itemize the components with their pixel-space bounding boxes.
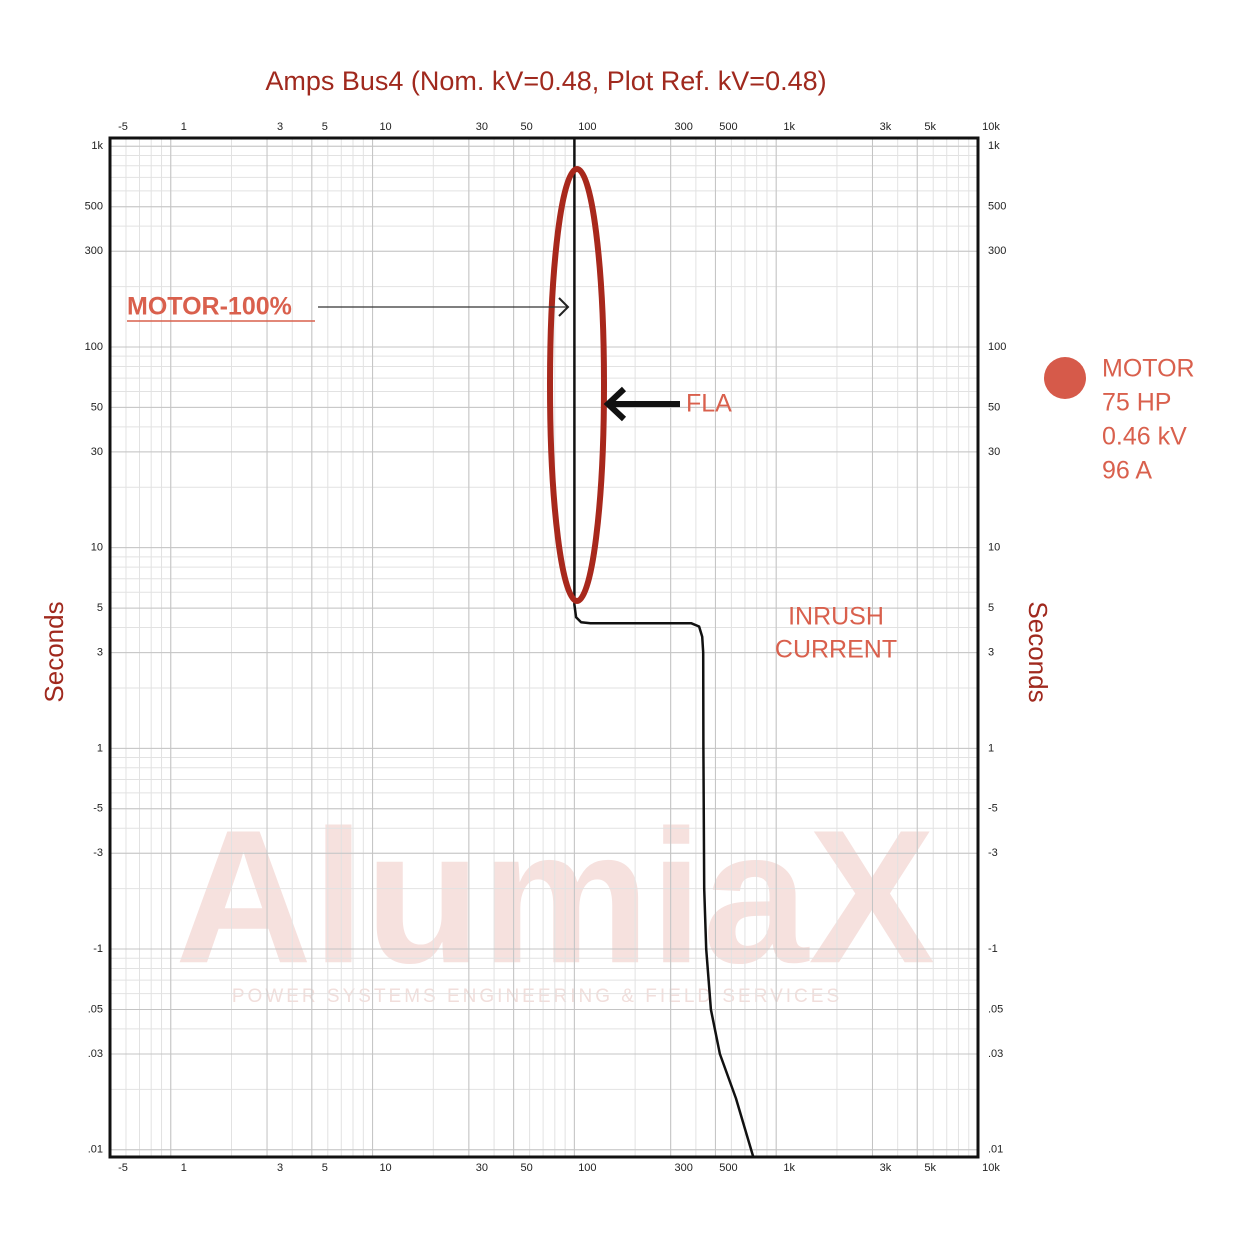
y2-tick-label: 10 xyxy=(988,542,1000,554)
highlight-ellipse xyxy=(547,166,607,604)
plot xyxy=(573,138,755,1158)
x-tick-label-bottom: 3k xyxy=(880,1162,892,1174)
y-tick-label: 5 xyxy=(97,602,103,614)
y2-tick-label: 5 xyxy=(988,602,994,614)
y-tick-label: -5 xyxy=(93,803,103,815)
legend-detail: 75 HP xyxy=(1102,389,1171,417)
annotation: FLA xyxy=(686,390,732,418)
y-tick-label: 100 xyxy=(85,341,103,353)
x-tick-label: 10k xyxy=(982,121,1000,133)
y2-tick-label: -1 xyxy=(988,943,998,955)
annotation: MOTOR-100% xyxy=(127,293,292,321)
x-tick-label: 3 xyxy=(277,121,283,133)
annotations: MOTOR-100% FLA INRUSH CURRENT xyxy=(127,293,897,664)
y2-tick-label: 1 xyxy=(988,742,994,754)
annotation: INRUSH xyxy=(788,603,884,631)
x-tick-label-bottom: 5k xyxy=(924,1162,936,1174)
y2-tick-label: 50 xyxy=(988,401,1000,413)
legend-label: MOTOR xyxy=(1102,355,1195,383)
x-tick-label-bottom: 500 xyxy=(719,1162,737,1174)
x-tick-label-bottom: 100 xyxy=(578,1162,596,1174)
y-tick-label: 500 xyxy=(85,201,103,213)
y-axis-label: Seconds xyxy=(39,601,69,702)
y-tick-label: 3 xyxy=(97,647,103,659)
y2-tick-label: 30 xyxy=(988,446,1000,458)
x-tick-label-bottom: 1 xyxy=(181,1162,187,1174)
y2-tick-label: .05 xyxy=(988,1003,1003,1015)
x-tick-label: 100 xyxy=(578,121,596,133)
x-tick-label-bottom: 3 xyxy=(277,1162,283,1174)
x-tick-label: 30 xyxy=(476,121,488,133)
x-tick-label: 1 xyxy=(181,121,187,133)
x-tick-label: 50 xyxy=(520,121,532,133)
x-tick-label: 10 xyxy=(379,121,391,133)
y2-axis-label: Seconds xyxy=(1023,601,1053,702)
annotation: CURRENT xyxy=(775,636,897,664)
x-tick-label-bottom: 300 xyxy=(674,1162,692,1174)
y2-tick-label: 1k xyxy=(988,140,1000,152)
x-tick-label: -5 xyxy=(118,121,128,133)
y-tick-label: 50 xyxy=(91,401,103,413)
x-tick-label-bottom: 5 xyxy=(322,1162,328,1174)
y2-tick-label: 500 xyxy=(988,201,1006,213)
legend-detail: 96 A xyxy=(1102,457,1152,485)
y-tick-label: 30 xyxy=(91,446,103,458)
y-tick-label: -3 xyxy=(93,847,103,859)
x-tick-label-bottom: -5 xyxy=(118,1162,128,1174)
x-tick-label: 300 xyxy=(674,121,692,133)
y-tick-label: .05 xyxy=(88,1003,103,1015)
y2-tick-label: 100 xyxy=(988,341,1006,353)
y-tick-label: .03 xyxy=(88,1048,103,1060)
legend-marker xyxy=(1044,357,1086,399)
chart-title: Amps Bus4 (Nom. kV=0.48, Plot Ref. kV=0.… xyxy=(265,66,826,96)
y2-tick-label: 300 xyxy=(988,245,1006,257)
y-tick-label: -1 xyxy=(93,943,103,955)
x-tick-label-bottom: 50 xyxy=(520,1162,532,1174)
x-tick-label: 1k xyxy=(783,121,795,133)
fla-arrow-head xyxy=(603,386,627,422)
legend-detail: 0.46 kV xyxy=(1102,423,1187,451)
x-tick-label-bottom: 1k xyxy=(783,1162,795,1174)
y2-tick-label: .01 xyxy=(988,1144,1003,1156)
x-tick-label-bottom: 10k xyxy=(982,1162,1000,1174)
y2-tick-label: .03 xyxy=(988,1048,1003,1060)
x-tick-label-bottom: 10 xyxy=(379,1162,391,1174)
x-tick-label: 5 xyxy=(322,121,328,133)
grid xyxy=(109,138,979,1157)
x-tick-label-bottom: 30 xyxy=(476,1162,488,1174)
y-tick-label: 10 xyxy=(91,542,103,554)
legend: MOTOR 75 HP 0.46 kV 96 A xyxy=(1102,355,1195,485)
y2-tick-label: 3 xyxy=(988,647,994,659)
pointer-head xyxy=(558,297,570,317)
x-tick-label: 500 xyxy=(719,121,737,133)
y-tick-label: 1k xyxy=(91,140,103,152)
y2-tick-label: -3 xyxy=(988,847,998,859)
y-tick-label: 300 xyxy=(85,245,103,257)
y-tick-label: 1 xyxy=(97,742,103,754)
y2-tick-label: -5 xyxy=(988,803,998,815)
x-tick-label: 3k xyxy=(880,121,892,133)
x-tick-label: 5k xyxy=(924,121,936,133)
plot-frame xyxy=(108,136,980,1159)
y-tick-label: .01 xyxy=(88,1144,103,1156)
series-line xyxy=(573,138,755,1158)
watermark-tagline: POWER SYSTEMS ENGINEERING & FIELD SERVIC… xyxy=(232,986,842,1007)
